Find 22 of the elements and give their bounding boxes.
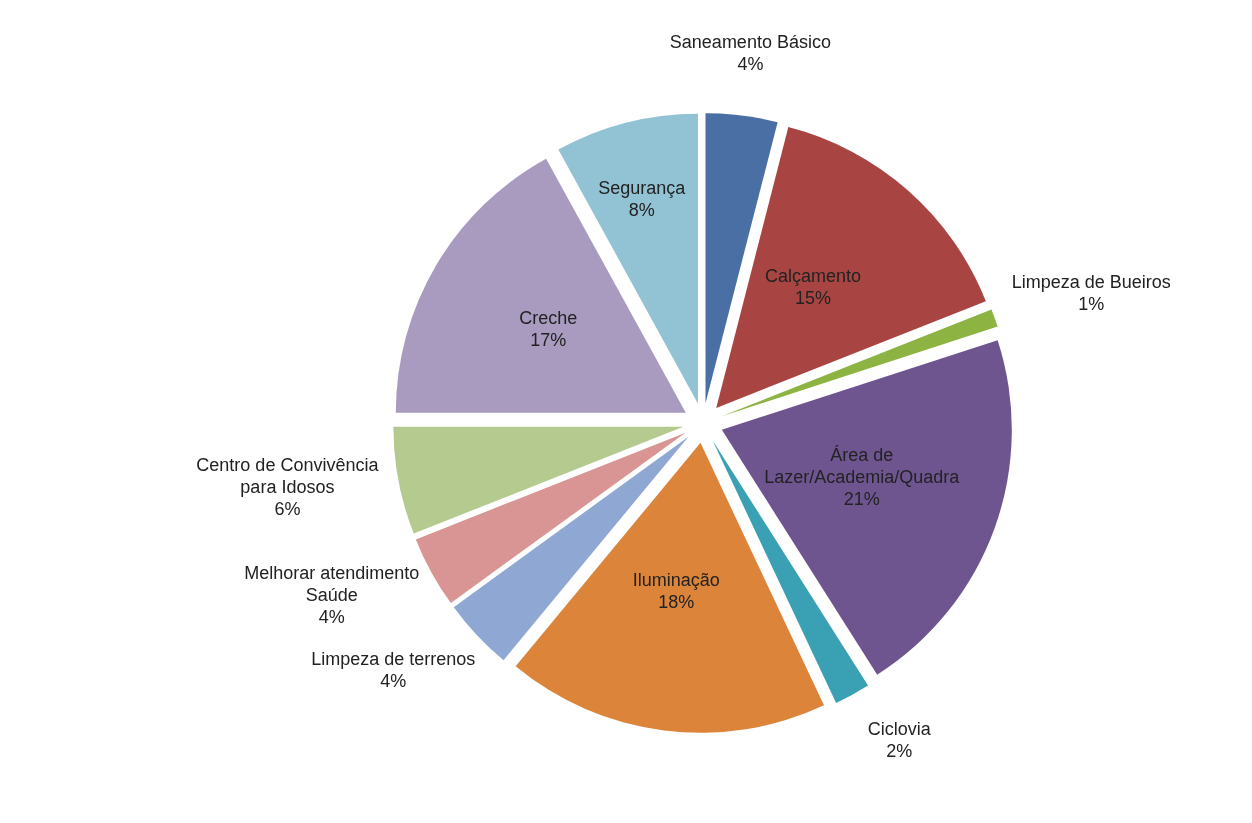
data-label: 15%	[795, 288, 832, 309]
data-label: 8%	[628, 199, 655, 220]
data-label: 2%	[886, 741, 913, 762]
data-label: 4%	[737, 53, 764, 74]
slice-label: Ciclovia	[867, 719, 932, 740]
data-label: 6%	[274, 498, 301, 519]
data-label: 17%	[530, 330, 567, 351]
data-label: 4%	[380, 670, 407, 691]
data-label: 21%	[843, 488, 880, 509]
data-label: 18%	[658, 591, 695, 612]
slice-label: Segurança	[598, 177, 687, 198]
slice-label: Limpeza de terrenos	[311, 648, 476, 669]
slice-label: Calçamento	[765, 266, 862, 287]
data-label: 4%	[318, 607, 345, 628]
slice-label: Saneamento Básico	[669, 31, 831, 52]
slice-label: Iluminação	[632, 569, 720, 590]
slice-label: Melhorar atendimento Saúde	[244, 563, 420, 606]
slice-label: Área de Lazer/Academia/Quadra	[764, 444, 961, 487]
slice-label: Creche	[519, 308, 578, 329]
slice-label: Centro de Convivência para Idosos	[196, 454, 380, 497]
data-label: 1%	[1078, 294, 1105, 315]
slice-label: Limpeza de Bueiros	[1011, 272, 1171, 293]
